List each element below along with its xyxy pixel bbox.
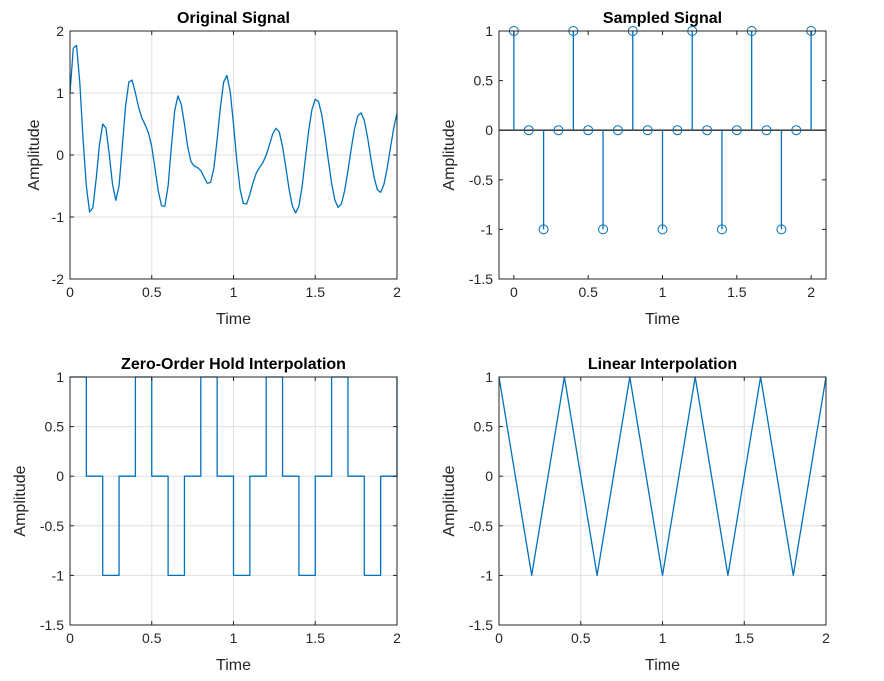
stem-marker	[612, 125, 623, 136]
x-tick-label: 2	[393, 630, 401, 646]
x-tick-label: 0.5	[142, 284, 162, 300]
y-tick-label: -2	[52, 271, 65, 287]
series-line	[498, 376, 827, 577]
x-axis-label: Time	[645, 657, 680, 674]
stem-marker	[642, 125, 653, 136]
series-line	[70, 376, 398, 577]
subplot-original: Original Signal Time Amplitude 0 0.5 1 1.5 2…	[26, 10, 401, 328]
subplot-zoh: Zero-Order Hold Interpolation Time Ampli…	[12, 356, 401, 674]
subplot-title: Original Signal	[177, 10, 290, 27]
stem-marker	[702, 125, 713, 136]
x-tick-label: 0	[66, 284, 74, 300]
x-axis-label: Time	[216, 311, 251, 328]
x-tick-label: 0.5	[571, 630, 591, 646]
subplot-linear: Linear Interpolation Time Amplitude 0 0.5…	[441, 356, 830, 674]
x-tick-label: 2	[807, 284, 815, 300]
x-tick-label: 1	[230, 630, 238, 646]
y-axis-label: Amplitude	[441, 119, 458, 190]
stem-marker	[761, 125, 772, 136]
x-tick-label: 0.5	[142, 630, 162, 646]
y-tick-label: 1	[56, 85, 64, 101]
subplot-title: Linear Interpolation	[588, 356, 737, 373]
y-tick-label: -1.5	[40, 617, 64, 633]
x-tick-label: 1	[659, 284, 667, 300]
stem-marker	[538, 224, 549, 235]
stem-marker	[731, 125, 742, 136]
y-tick-label: 1	[485, 23, 493, 39]
y-tick-label: -0.5	[469, 518, 493, 534]
y-tick-label: 0.5	[474, 73, 494, 89]
y-tick-label: 1	[56, 369, 64, 385]
y-tick-label: -1	[481, 567, 494, 583]
x-tick-label: 1	[659, 630, 667, 646]
x-tick-label: 2	[393, 284, 401, 300]
x-tick-label: 0	[66, 630, 74, 646]
x-tick-label: 1.5	[306, 284, 326, 300]
y-tick-label: 0	[485, 468, 493, 484]
stem-marker	[553, 125, 564, 136]
stem-marker	[776, 224, 787, 235]
y-axis-label: Amplitude	[26, 119, 43, 190]
x-tick-label: 1.5	[727, 284, 747, 300]
y-axis-label: Amplitude	[441, 465, 458, 536]
y-tick-label: 0.5	[45, 419, 65, 435]
x-tick-label: 0	[495, 630, 503, 646]
x-axis-label: Time	[216, 657, 251, 674]
stem-marker	[523, 125, 534, 136]
y-tick-label: 0	[56, 147, 64, 163]
x-tick-label: 2	[822, 630, 830, 646]
subplot-title: Sampled Signal	[603, 10, 722, 27]
y-tick-label: -1	[52, 209, 65, 225]
x-tick-label: 0	[510, 284, 518, 300]
series-line	[69, 44, 398, 214]
stem-marker	[657, 224, 668, 235]
subplot-title: Zero-Order Hold Interpolation	[121, 356, 346, 373]
y-tick-label: -1	[52, 567, 65, 583]
y-tick-label: 0	[485, 122, 493, 138]
x-tick-label: 1	[230, 284, 238, 300]
x-axis-label: Time	[645, 311, 680, 328]
y-tick-label: 1	[485, 369, 493, 385]
y-tick-label: 0	[56, 468, 64, 484]
x-tick-label: 1.5	[306, 630, 326, 646]
y-tick-label: -1.5	[469, 617, 493, 633]
stem-marker	[716, 224, 727, 235]
y-axis-label: Amplitude	[12, 465, 29, 536]
stem-marker	[672, 125, 683, 136]
stem-marker	[791, 125, 802, 136]
stem-marker	[583, 125, 594, 136]
stem-marker	[598, 224, 609, 235]
x-tick-label: 1.5	[735, 630, 755, 646]
y-tick-label: -1.5	[469, 271, 493, 287]
y-tick-label: -0.5	[469, 172, 493, 188]
subplot-sampled: Sampled Signal Time Amplitude 0 0.5 1 1.5 2 -…	[441, 10, 827, 328]
y-tick-label: 2	[56, 23, 64, 39]
y-tick-label: -0.5	[40, 518, 64, 534]
y-tick-label: -1	[481, 221, 494, 237]
y-tick-label: 0.5	[474, 419, 494, 435]
x-tick-label: 0.5	[578, 284, 598, 300]
